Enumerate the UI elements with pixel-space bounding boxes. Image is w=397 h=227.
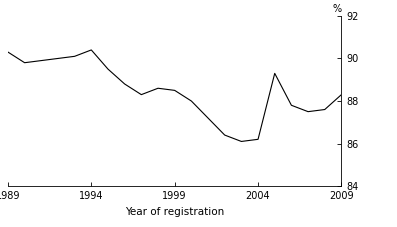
X-axis label: Year of registration: Year of registration xyxy=(125,207,224,217)
Text: %: % xyxy=(332,4,341,14)
